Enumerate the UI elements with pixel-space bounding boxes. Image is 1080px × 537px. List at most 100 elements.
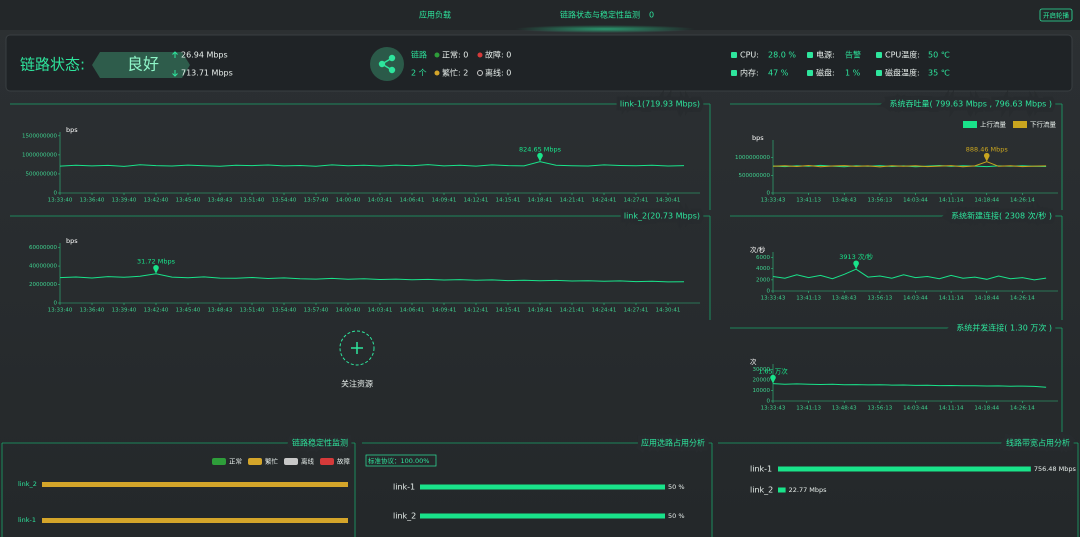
links-label: 链路 — [411, 50, 427, 60]
x-tick-label: 14:00:40 — [336, 198, 361, 204]
dot-normal — [434, 52, 440, 58]
link-name: link_2 — [18, 480, 37, 488]
x-tick-label: 14:11:14 — [939, 296, 964, 302]
chart-title: link-1(719.93 Mbps) — [620, 100, 700, 109]
x-tick-label: 13:57:40 — [304, 308, 329, 314]
stat-value: 35 ℃ — [928, 69, 950, 78]
x-tick-label: 14:03:44 — [903, 198, 928, 204]
stat-label: 磁盘: — [816, 68, 835, 78]
x-tick-label: 14:18:44 — [974, 198, 999, 204]
x-tick-label: 14:21:41 — [560, 308, 585, 314]
bar — [420, 513, 665, 519]
x-tick-label: 13:48:43 — [832, 406, 857, 412]
tab-bar — [0, 0, 1080, 30]
tab-badge: 0 — [649, 11, 654, 20]
status-value: 良好 — [127, 55, 159, 74]
x-tick-label: 13:39:40 — [112, 198, 137, 204]
dot-fault — [477, 52, 483, 58]
links-busy: 繁忙: 2 — [442, 68, 468, 78]
x-tick-label: 14:09:41 — [432, 308, 457, 314]
x-tick-label: 13:51:40 — [240, 198, 265, 204]
share-icon — [370, 47, 404, 81]
stat-icon — [807, 70, 813, 76]
x-tick-label: 14:18:41 — [528, 308, 553, 314]
x-tick-label: 13:36:40 — [80, 198, 105, 204]
x-tick-label: 13:54:40 — [272, 198, 297, 204]
stat-label: CPU温度: — [885, 50, 920, 60]
x-tick-label: 14:21:41 — [560, 198, 585, 204]
legend-label: 繁忙 — [265, 457, 279, 466]
down-rate: 713.71 Mbps — [181, 69, 233, 78]
x-tick-label: 13:33:40 — [48, 198, 73, 204]
x-tick-label: 14:24:41 — [592, 308, 617, 314]
chart-title: 系统吞吐量( 799.63 Mbps , 796.63 Mbps ) — [890, 99, 1052, 109]
x-tick-label: 14:15:41 — [496, 198, 521, 204]
status-label: 链路状态: — [20, 56, 85, 74]
add-icon[interactable] — [351, 342, 363, 354]
x-tick-label: 14:26:14 — [1010, 296, 1035, 302]
y-tick-label: 20000000 — [29, 282, 57, 288]
x-tick-label: 14:12:41 — [464, 198, 489, 204]
legend-swatch — [212, 458, 226, 465]
x-tick-label: 13:42:40 — [144, 198, 169, 204]
y-tick-label: 1000000000 — [22, 152, 57, 158]
peak-pin — [770, 374, 776, 384]
series-line — [772, 161, 1047, 168]
x-tick-label: 14:03:41 — [368, 198, 393, 204]
carousel-button-label[interactable]: 开启轮播 — [1043, 11, 1070, 20]
y-tick-label: 500000000 — [739, 173, 771, 179]
unit-label: bps — [66, 237, 78, 245]
x-tick-label: 14:27:41 — [624, 198, 649, 204]
unit-label: bps — [752, 134, 764, 142]
bar-value-label: 50 % — [668, 483, 685, 491]
legend-label: 故障 — [337, 457, 351, 466]
x-tick-label: 13:56:13 — [868, 406, 893, 412]
peak-label: 888.46 Mbps — [966, 146, 1009, 154]
y-tick-label: 1000000000 — [735, 155, 770, 161]
x-tick-label: 14:06:41 — [400, 198, 425, 204]
add-resource-label[interactable]: 关注资源 — [341, 379, 373, 389]
chart-title: link_2(20.73 Mbps) — [624, 212, 700, 221]
x-tick-label: 14:03:41 — [368, 308, 393, 314]
up-rate: 26.94 Mbps — [181, 51, 228, 60]
stat-label: CPU: — [740, 51, 759, 60]
x-tick-label: 14:18:44 — [974, 406, 999, 412]
x-tick-label: 14:11:14 — [939, 406, 964, 412]
tab[interactable]: 链路状态与稳定性监测 — [560, 10, 640, 20]
up-icon — [172, 51, 178, 58]
x-tick-label: 14:30:41 — [656, 198, 681, 204]
x-tick-label: 14:11:14 — [939, 198, 964, 204]
peak-pin — [983, 152, 990, 162]
peak-label: 31.72 Mbps — [137, 258, 176, 266]
bar — [778, 487, 786, 493]
x-tick-label: 13:48:43 — [832, 296, 857, 302]
add-resource[interactable] — [339, 330, 375, 366]
x-tick-label: 13:48:43 — [208, 308, 233, 314]
legend-label: 离线 — [301, 457, 315, 466]
bar — [778, 466, 1031, 472]
x-tick-label: 13:56:13 — [868, 198, 893, 204]
stat-icon — [731, 52, 737, 58]
chart-title: 系统并发连接( 1.30 万次 ) — [956, 323, 1052, 333]
y-tick-label: 30000 — [753, 367, 771, 373]
tab[interactable]: 应用负载 — [419, 10, 451, 20]
stat-label: 电源: — [816, 50, 835, 60]
y-tick-label: 0 — [767, 289, 771, 295]
bar-category: link_2 — [393, 512, 416, 521]
x-tick-label: 13:33:43 — [761, 406, 786, 412]
tab-glow — [515, 25, 695, 33]
x-tick-label: 14:06:41 — [400, 308, 425, 314]
series-line — [59, 273, 685, 283]
legend-label: 下行流量 — [1030, 120, 1057, 129]
x-tick-label: 13:45:40 — [176, 308, 201, 314]
bar-category: link-1 — [750, 465, 772, 474]
x-tick-label: 14:12:41 — [464, 308, 489, 314]
x-tick-label: 14:00:40 — [336, 308, 361, 314]
links-normal: 正常: 0 — [442, 51, 468, 60]
carousel-button[interactable] — [1039, 8, 1073, 22]
stat-label: 磁盘温度: — [885, 68, 920, 78]
series-line — [59, 161, 685, 167]
bar-value-label: 22.77 Mbps — [789, 486, 828, 494]
dot-busy — [434, 70, 440, 76]
